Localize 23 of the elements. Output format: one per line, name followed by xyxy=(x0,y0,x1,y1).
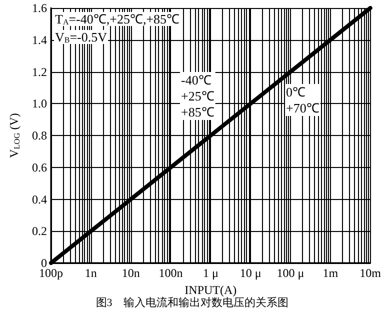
annotation: 0℃ +70℃ xyxy=(286,84,320,116)
y-tick-label: 1.2 xyxy=(32,64,47,79)
x-tick-label: 1n xyxy=(84,266,97,280)
y-tick-label: 0.8 xyxy=(32,128,47,142)
x-tick-label: 10m xyxy=(360,266,382,280)
y-tick-label: 1.6 xyxy=(32,1,47,15)
annotation: -40℃ +25℃ +85℃ xyxy=(181,72,214,120)
x-tick-label: 1m xyxy=(322,266,339,280)
annotation: VB=-0.5V xyxy=(55,30,108,44)
x-tick-label: 1 μ xyxy=(202,266,218,280)
y-axis-title: VLOG (V) xyxy=(7,113,22,158)
y-tick-label: 1.4 xyxy=(32,32,47,47)
y-tick-label: 0.6 xyxy=(32,160,47,174)
x-tick-label: 10 μ xyxy=(240,266,262,280)
caption: 图3 输入电流和输出对数电压的关系图 xyxy=(96,296,288,309)
x-axis-title: INPUT(A) xyxy=(184,282,237,297)
x-tick-label: 100 μ xyxy=(276,266,304,280)
y-tick-label: 0.2 xyxy=(32,224,47,238)
x-tick-label: 10n xyxy=(122,266,140,280)
y-tick-label: 1.0 xyxy=(32,96,47,111)
y-tick-label: 0.4 xyxy=(32,192,47,206)
annotation: TA=-40℃,+25℃,+85℃ xyxy=(55,12,180,26)
x-tick-label: 100n xyxy=(158,266,183,280)
